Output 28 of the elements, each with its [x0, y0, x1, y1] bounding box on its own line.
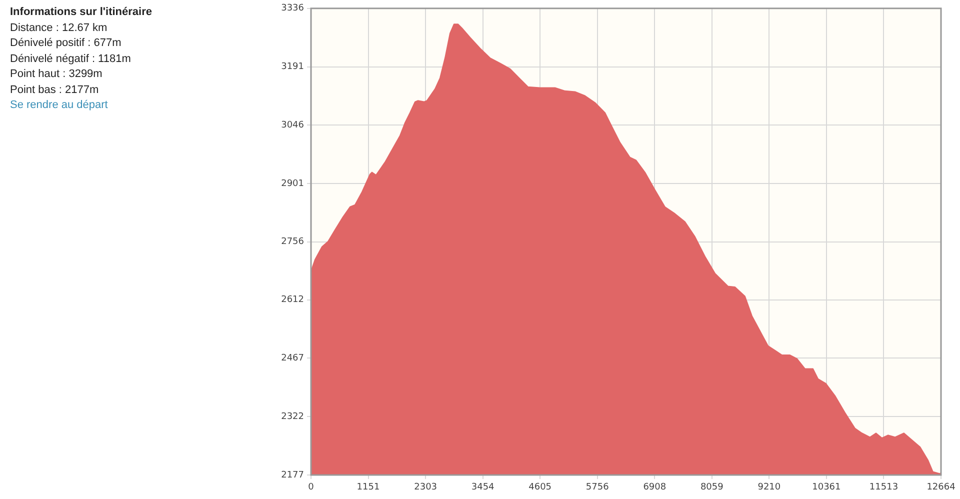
- y-tick-label: 3336: [281, 4, 304, 14]
- text: Point bas : 2177m: [10, 82, 100, 98]
- text: Se rendre au départ: [10, 98, 109, 113]
- x-tick-label: 12664: [926, 482, 956, 493]
- text: Dénivelé négatif : 1181m: [10, 52, 132, 66]
- y-tick-label: 3046: [281, 120, 304, 130]
- x-tick-label: 0: [308, 482, 314, 493]
- text: Distance : 12.67 km: [10, 20, 108, 36]
- x-tick-label: 2303: [414, 482, 438, 493]
- y-tick-label: 2756: [281, 237, 304, 248]
- x-tick-label: 8059: [700, 482, 724, 493]
- x-tick-label: 3454: [471, 482, 495, 493]
- y-tick-label: 2177: [281, 470, 304, 480]
- text: Dénivelé positif : 677m: [10, 36, 122, 51]
- y-tick-label: 2612: [281, 295, 304, 306]
- x-tick-label: 5756: [586, 482, 610, 493]
- text: Informations sur l'itinéraire: [10, 5, 152, 20]
- y-tick-label: 2322: [281, 412, 304, 422]
- x-tick-label: 1151: [356, 482, 380, 493]
- text: Point haut : 3299m: [10, 67, 104, 82]
- x-tick-label: 4605: [528, 482, 552, 493]
- x-tick-label: 9210: [758, 482, 781, 493]
- y-tick-label: 2467: [281, 354, 304, 364]
- y-tick-label: 3191: [281, 62, 304, 72]
- x-tick-label: 11513: [869, 482, 898, 493]
- x-tick-label: 10361: [812, 482, 841, 493]
- x-tick-label: 6908: [643, 482, 666, 493]
- y-tick-label: 2901: [281, 178, 304, 189]
